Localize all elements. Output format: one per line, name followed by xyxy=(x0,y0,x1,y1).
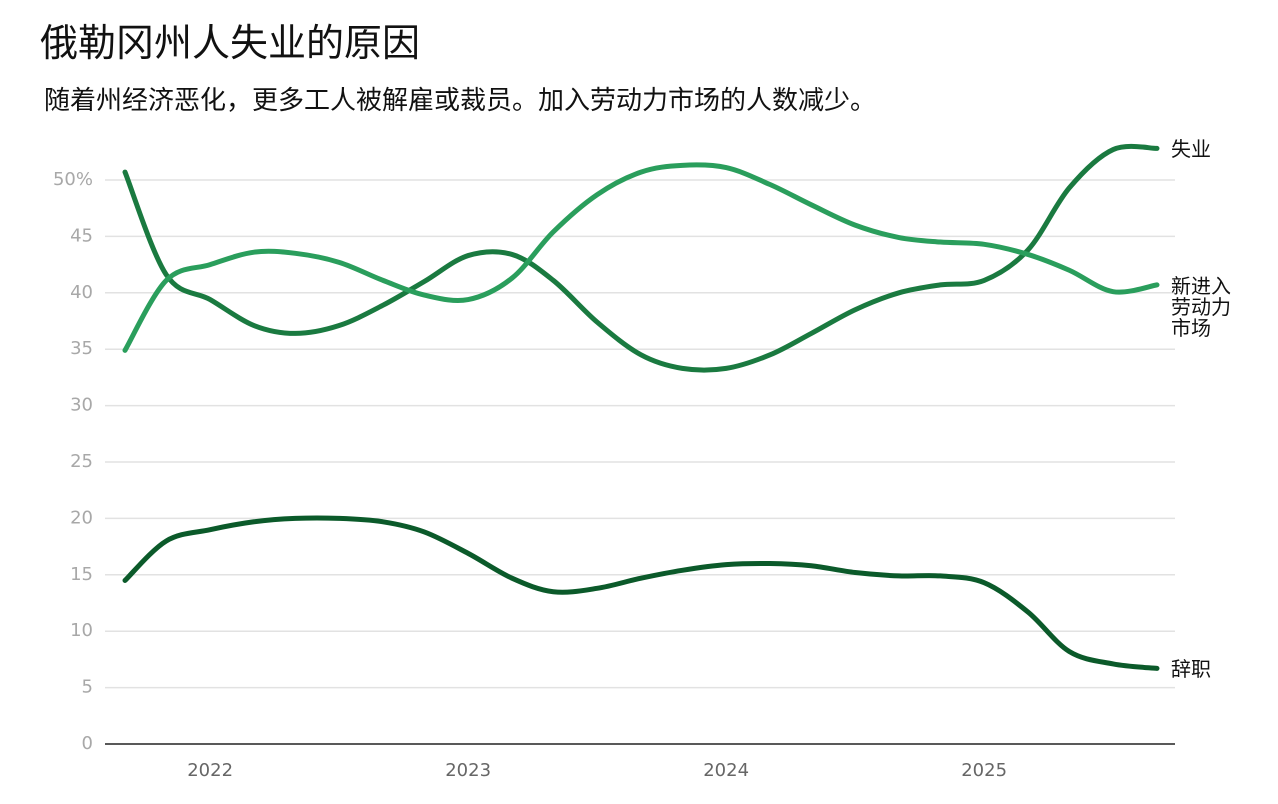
series-label: 辞职 xyxy=(1171,657,1211,682)
x-tick-label: 2023 xyxy=(445,760,491,781)
y-tick-label: 45 xyxy=(70,225,93,246)
series-line xyxy=(122,515,1160,671)
x-tick-label: 2024 xyxy=(703,760,749,781)
y-tick-label: 30 xyxy=(70,395,93,416)
y-tick-label: 35 xyxy=(70,338,93,359)
series-line xyxy=(122,143,1160,373)
y-tick-label: 40 xyxy=(70,282,93,303)
y-tick-label: 25 xyxy=(70,451,93,472)
series-label: 失业 xyxy=(1171,137,1211,162)
chart-subtitle: 随着州经济恶化，更多工人被解雇或裁员。加入劳动力市场的人数减少。 xyxy=(44,86,877,116)
y-tick-label: 5 xyxy=(82,677,93,698)
x-tick-label: 2025 xyxy=(961,760,1007,781)
series-line xyxy=(122,162,1160,353)
chart-title: 俄勒冈州人失业的原因 xyxy=(40,21,421,65)
y-tick-label: 20 xyxy=(70,507,93,528)
y-tick-label: 50% xyxy=(53,169,93,190)
x-tick-label: 2022 xyxy=(187,760,233,781)
y-tick-label: 10 xyxy=(70,620,93,641)
series-label: 新进入劳动力市场 xyxy=(1171,273,1231,340)
y-tick-label: 15 xyxy=(70,564,93,585)
y-tick-label: 0 xyxy=(82,733,93,754)
